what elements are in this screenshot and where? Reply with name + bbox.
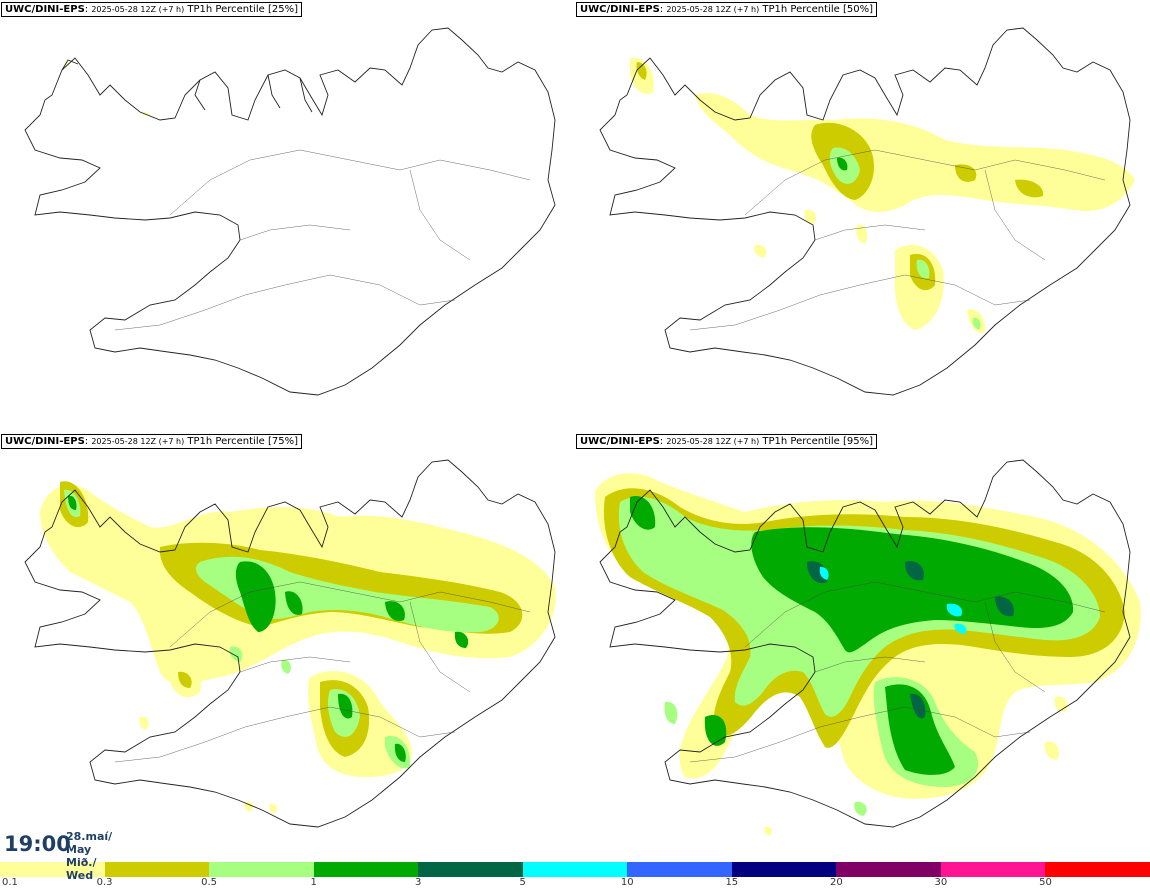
valid-time: 19:00 [4,832,71,856]
panel-run: 2025-05-28 12Z (+7 h) [91,437,185,446]
legend-swatch [104,862,210,877]
valid-date-line2: Mið./ Wed [66,856,97,882]
legend-swatch [1045,862,1150,877]
coastline [599,459,1131,828]
legend-tick-label: 10 [620,877,634,888]
valid-time-box: 19:00 28.maí/ May Mið./ Wed [0,826,112,882]
legend-tick-label: 0.1 [2,877,18,888]
legend-tick-label: 0.5 [201,877,218,888]
legend-swatch [0,862,105,877]
map-panel-95: UWC/DINI-EPS: 2025-05-28 12Z (+7 h) TP1h… [575,432,1150,862]
roads [114,149,531,331]
coastline [24,459,556,828]
roads [689,581,1106,763]
precip-map [24,27,556,396]
panel-model: UWC/DINI-EPS [580,4,660,15]
roads [689,149,1106,331]
legend-tick-label: 0.3 [96,877,113,888]
map-panel-25: UWC/DINI-EPS: 2025-05-28 12Z (+7 h) TP1h… [0,0,575,430]
legend-tick-label: 15 [725,877,739,888]
panel-run: 2025-05-28 12Z (+7 h) [91,5,185,14]
precip-fill [595,473,1141,836]
panel-title: UWC/DINI-EPS: 2025-05-28 12Z (+7 h) TP1h… [1,2,302,17]
valid-date-line1: 28.maí/ May [66,830,113,856]
legend-swatch [940,862,1046,877]
panel-title: UWC/DINI-EPS: 2025-05-28 12Z (+7 h) TP1h… [576,2,877,17]
coastline [599,27,1131,396]
panel-title: UWC/DINI-EPS: 2025-05-28 12Z (+7 h) TP1h… [576,434,877,449]
color-legend: 0.1 0.3 0.5 1 3 5 10 15 20 30 50 [0,862,1150,891]
legend-tick-label: 30 [934,877,948,888]
legend-color-bar [0,862,1150,877]
legend-swatch [731,862,837,877]
legend-swatch [313,862,419,877]
precip-map [599,27,1135,396]
legend-swatch [418,862,523,877]
coastline [24,27,556,396]
precip-map [24,459,556,828]
legend-tick-label: 5 [519,877,526,888]
legend-swatch [209,862,314,877]
panel-model: UWC/DINI-EPS [580,436,660,447]
panel-title: UWC/DINI-EPS: 2025-05-28 12Z (+7 h) TP1h… [1,434,302,449]
map-panel-75: UWC/DINI-EPS: 2025-05-28 12Z (+7 h) TP1h… [0,432,575,862]
precip-fill [40,481,556,814]
panel-model: UWC/DINI-EPS [5,4,85,15]
legend-tick-label: 20 [829,877,843,888]
legend-tick-label: 3 [414,877,422,888]
roads [114,581,531,763]
panel-model: UWC/DINI-EPS [5,436,85,447]
legend-swatch [836,862,941,877]
panel-field: TP1h Percentile [95%] [762,436,873,447]
valid-date: 28.maí/ May Mið./ Wed [66,830,112,882]
legend-tick-label: 1 [310,877,317,888]
panel-run: 2025-05-28 12Z (+7 h) [666,437,760,446]
map-panel-50: UWC/DINI-EPS: 2025-05-28 12Z (+7 h) TP1h… [575,0,1150,430]
precip-map [595,459,1141,836]
legend-tick-label: 50 [1039,877,1052,888]
panel-field: TP1h Percentile [75%] [187,436,298,447]
legend-swatch [522,862,628,877]
panel-run: 2025-05-28 12Z (+7 h) [666,5,760,14]
precip-fill [630,57,1135,333]
panel-field: TP1h Percentile [25%] [187,4,298,15]
panel-field: TP1h Percentile [50%] [762,4,873,15]
legend-swatch [627,862,732,877]
